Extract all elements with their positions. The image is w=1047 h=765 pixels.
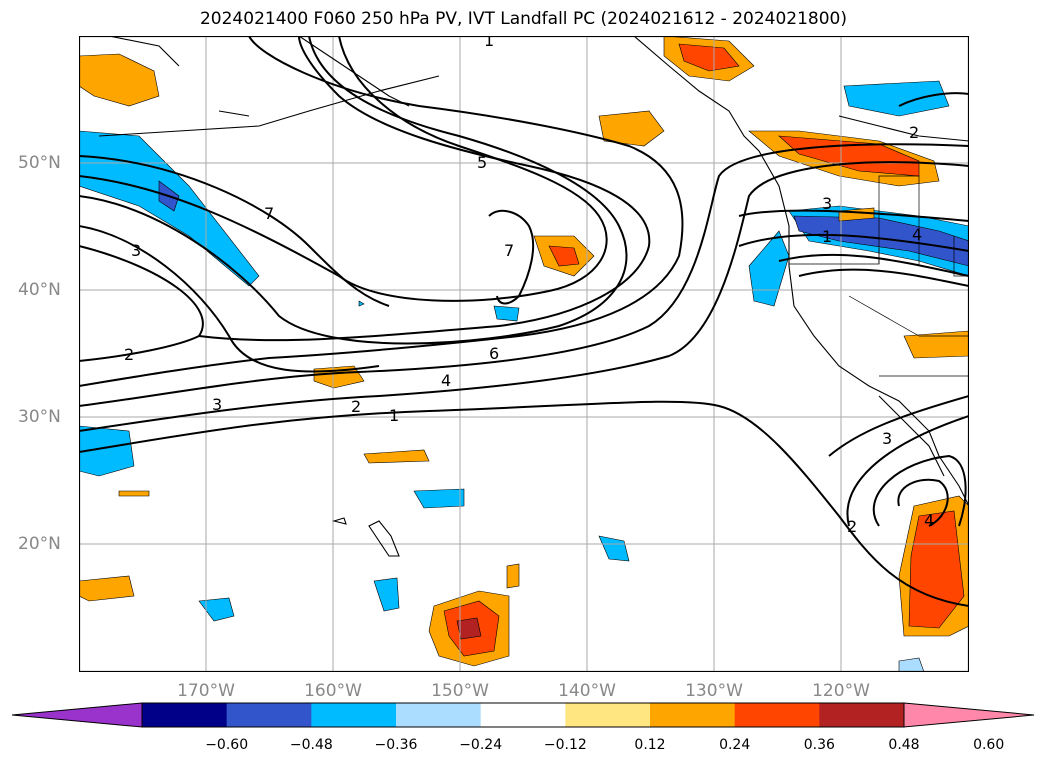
contour-label-7b: 7 (504, 241, 514, 260)
contour-label-6: 6 (489, 344, 499, 363)
lat-label-40n: 40°N (18, 280, 61, 300)
contour-label-3d: 3 (882, 429, 892, 448)
pc-shading (79, 36, 969, 672)
contour-label-2d: 2 (847, 517, 857, 536)
contour-label-1: 1 (484, 36, 494, 50)
colorbar-segment (734, 703, 820, 727)
contour-label-2c: 2 (909, 123, 919, 142)
map-title: 2024021400 F060 250 hPa PV, IVT Landfall… (199, 9, 847, 29)
colorbar-extend-low (12, 703, 142, 727)
contour-label-1c: 1 (822, 227, 832, 246)
colorbar-tick-label: −0.48 (289, 737, 333, 753)
lon-label-150w: 150°W (431, 681, 489, 701)
lon-label-170w: 170°W (177, 681, 235, 701)
colorbar-segment (480, 703, 566, 727)
map-panel: 1 5 7 7 3 2 6 4 3 2 1 3 1 4 2 3 2 4 (79, 36, 969, 672)
contour-label-4c: 4 (912, 225, 922, 244)
contour-label-2b: 2 (351, 397, 361, 416)
colorbar-tick-label: −0.24 (459, 737, 503, 753)
lon-label-130w: 130°W (685, 681, 743, 701)
graticule (79, 36, 969, 672)
lon-label-160w: 160°W (304, 681, 362, 701)
lat-label-30n: 30°N (18, 407, 61, 427)
contour-label-2: 2 (124, 345, 134, 364)
colorbar-tick-label: 0.24 (719, 737, 751, 753)
contour-label-4: 4 (441, 371, 451, 390)
contour-label-3b: 3 (212, 395, 222, 414)
colorbar-extend-high (904, 703, 1034, 727)
colorbar-tick-label: −0.12 (543, 737, 587, 753)
contour-label-1b: 1 (389, 406, 399, 425)
colorbar-segment (311, 703, 397, 727)
contour-label-7: 7 (264, 204, 274, 223)
pv-contours (79, 36, 969, 607)
contour-label-3: 3 (131, 241, 141, 260)
lon-label-120w: 120°W (812, 681, 870, 701)
coastlines (98, 36, 969, 557)
state-borders (789, 175, 969, 377)
colorbar-tick-label: 0.12 (634, 737, 666, 753)
colorbar-tick-label: −0.36 (374, 737, 418, 753)
colorbar-segment (226, 703, 312, 727)
contour-label-5: 5 (477, 153, 487, 172)
contour-labels: 1 5 7 7 3 2 6 4 3 2 1 3 1 4 2 3 2 4 (124, 36, 934, 536)
colorbar-segment (396, 703, 482, 727)
lat-label-20n: 20°N (18, 534, 61, 554)
colorbar-tick-label: −0.60 (205, 737, 249, 753)
colorbar-segment (819, 703, 905, 727)
colorbar-segment (565, 703, 651, 727)
colorbar-tick-label: 0.48 (888, 737, 920, 753)
colorbar-tick-label: 0.36 (803, 737, 835, 753)
contour-label-3c: 3 (822, 194, 832, 213)
colorbar-tick-label: 0.60 (973, 737, 1005, 753)
colorbar-segment (142, 703, 228, 727)
lon-label-140w: 140°W (558, 681, 616, 701)
colorbar (12, 702, 1035, 728)
lat-label-50n: 50°N (18, 153, 61, 173)
contour-label-4d: 4 (924, 511, 934, 530)
colorbar-segment (650, 703, 736, 727)
